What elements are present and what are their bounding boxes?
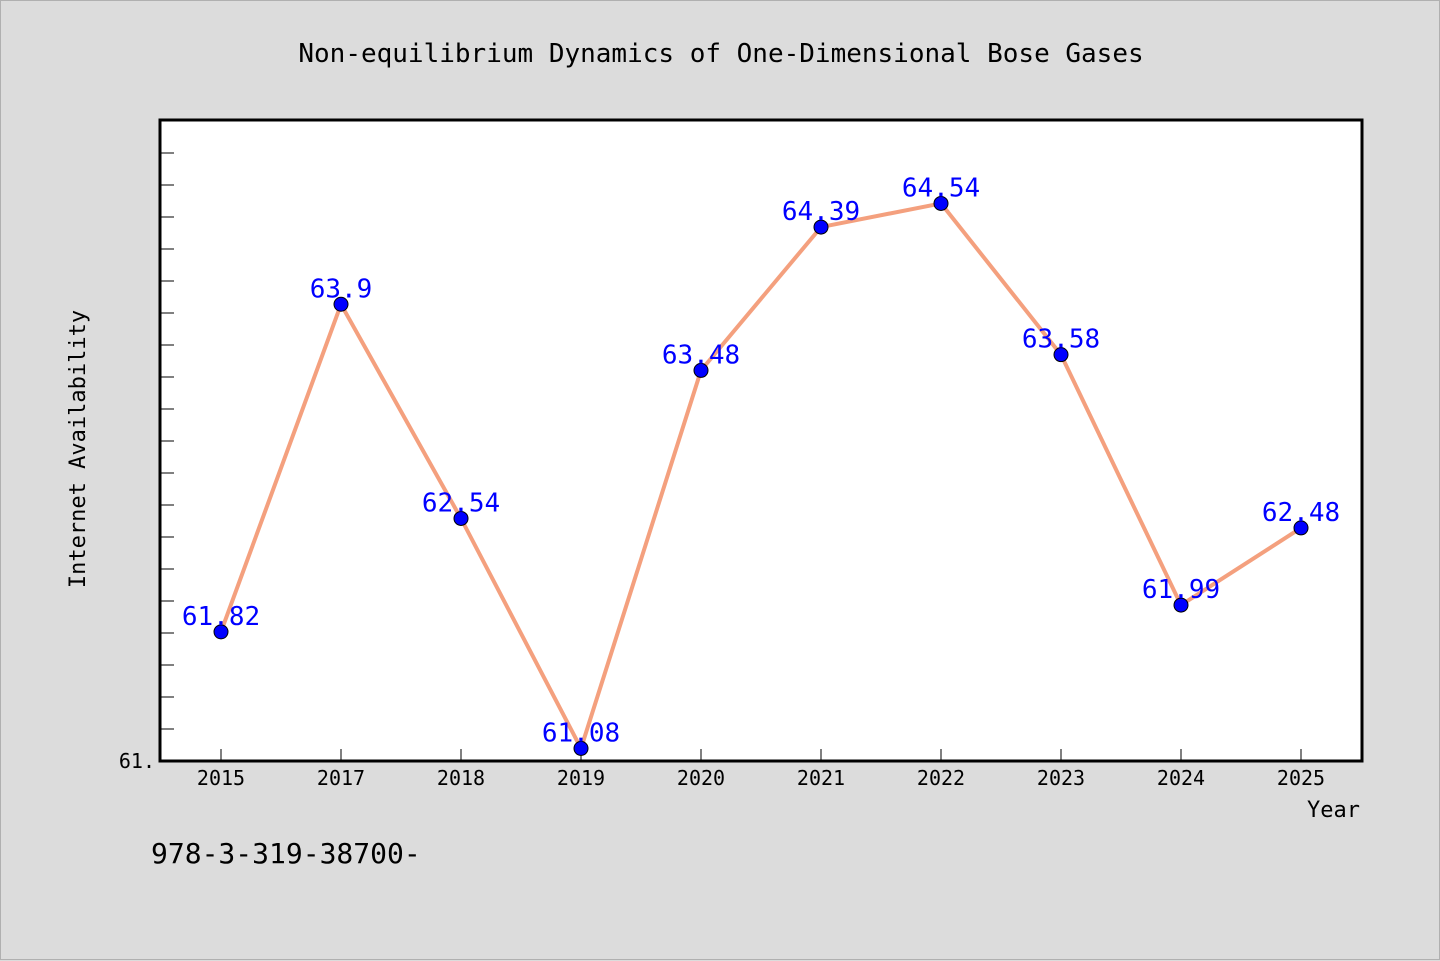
data-point (453, 510, 469, 526)
footer-isbn-text: 978-3-319-38700- (151, 837, 421, 870)
data-label: 61.99 (1142, 575, 1220, 605)
data-point (1173, 597, 1189, 613)
x-tick-label: 2015 (197, 766, 245, 790)
x-axis-label: Year (1307, 798, 1360, 823)
data-label: 64.54 (902, 173, 980, 203)
x-axis-ticks: 2015 2017 2018 2019 2020 2021 2022 2023 2024 2025 (197, 749, 1325, 790)
data-point (933, 195, 949, 211)
data-label: 63.48 (662, 340, 740, 370)
data-point (213, 624, 229, 640)
data-label: 64.39 (782, 197, 860, 227)
x-tick-label: 2023 (1037, 766, 1085, 790)
data-label: 61.08 (542, 718, 620, 748)
plot-area (158, 118, 1364, 763)
data-label: 63.9 (310, 274, 373, 304)
y-axis-minor-ticks (160, 120, 174, 730)
series-line (219, 201, 1303, 751)
data-point (1293, 520, 1309, 536)
y-axis-label: Internet Availability (66, 310, 91, 588)
chart-title: Non-equilibrium Dynamics of One-Dimensio… (298, 39, 1143, 69)
data-point (693, 362, 709, 378)
x-tick-label: 2019 (557, 766, 605, 790)
x-tick-label: 2017 (317, 766, 365, 790)
data-label: 63.58 (1022, 325, 1100, 355)
series-layer: 61.82 63.9 62.54 61.08 63.48 64.39 64.54 63.58 6… (182, 173, 1340, 756)
y-tick-label: 61. (119, 749, 155, 773)
x-tick-label: 2025 (1277, 766, 1325, 790)
x-tick-label: 2024 (1157, 766, 1205, 790)
data-point (333, 296, 349, 312)
data-point (813, 219, 829, 235)
data-label: 62.48 (1262, 498, 1340, 528)
data-point (1053, 347, 1069, 363)
data-label: 61.82 (182, 602, 260, 632)
x-tick-label: 2022 (917, 766, 965, 790)
x-tick-label: 2021 (797, 766, 845, 790)
x-tick-label: 2018 (437, 766, 485, 790)
data-label: 62.54 (422, 488, 500, 518)
data-point (573, 740, 589, 756)
x-tick-label: 2020 (677, 766, 725, 790)
